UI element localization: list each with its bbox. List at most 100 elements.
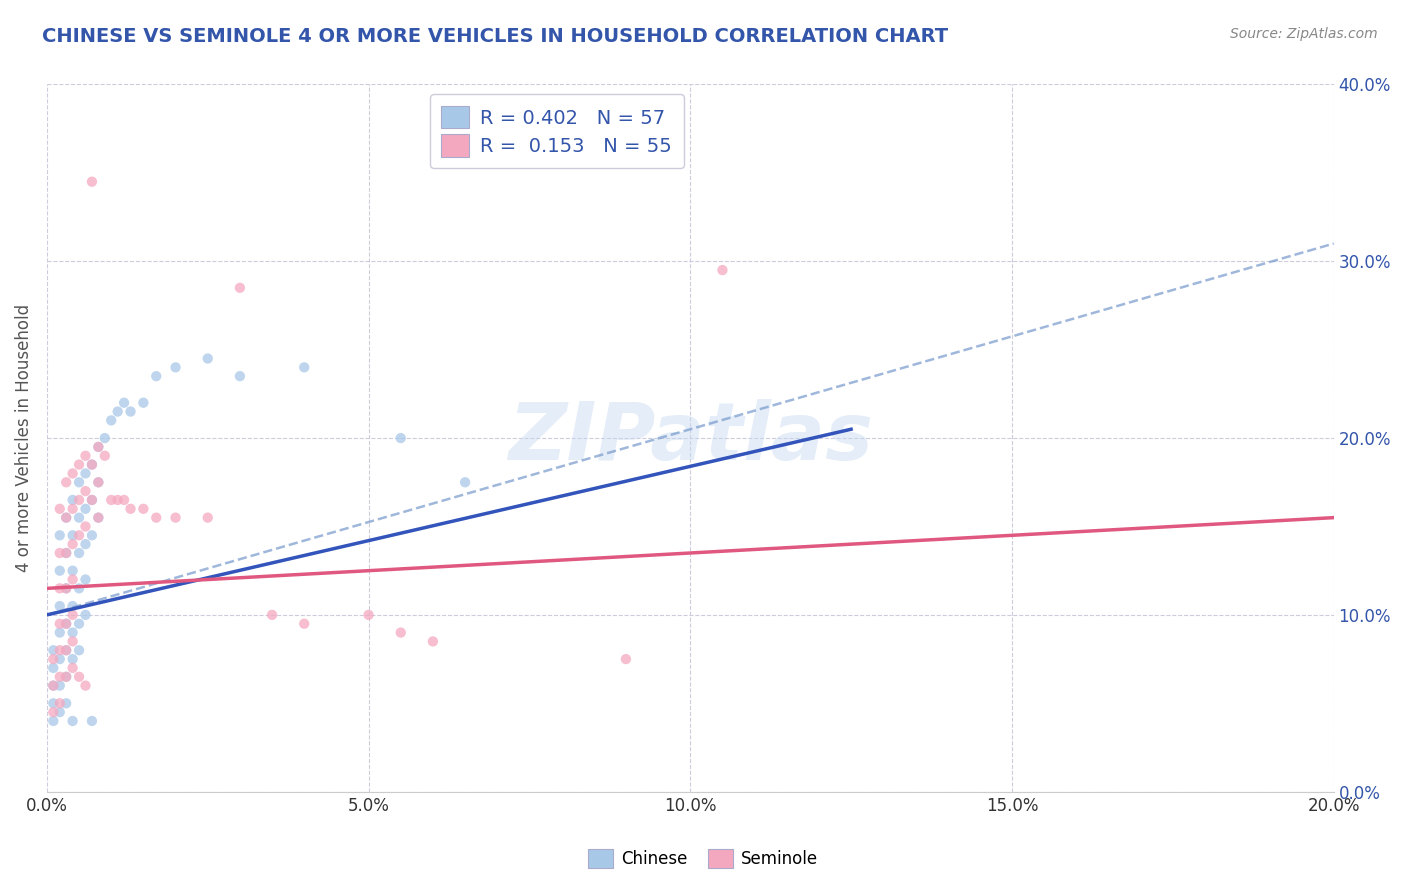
Point — [132, 395, 155, 409]
Point — [132, 501, 155, 516]
Point — [454, 475, 477, 490]
Point — [145, 510, 167, 524]
Point — [80, 458, 103, 472]
Point — [389, 625, 412, 640]
Point — [145, 369, 167, 384]
Point — [42, 643, 65, 657]
Point — [49, 546, 72, 560]
Point — [87, 440, 110, 454]
Point — [62, 625, 84, 640]
Point — [80, 528, 103, 542]
Point — [87, 475, 110, 490]
Point — [75, 484, 97, 499]
Point — [67, 458, 90, 472]
Point — [75, 467, 97, 481]
Point — [49, 705, 72, 719]
Point — [67, 643, 90, 657]
Point — [67, 582, 90, 596]
Point — [262, 607, 284, 622]
Point — [62, 599, 84, 613]
Point — [422, 634, 444, 648]
Point — [49, 679, 72, 693]
Point — [42, 679, 65, 693]
Point — [49, 652, 72, 666]
Point — [229, 369, 252, 384]
Point — [55, 643, 77, 657]
Point — [80, 714, 103, 728]
Point — [120, 501, 142, 516]
Point — [55, 643, 77, 657]
Point — [120, 404, 142, 418]
Point — [42, 652, 65, 666]
Text: Source: ZipAtlas.com: Source: ZipAtlas.com — [1230, 27, 1378, 41]
Point — [87, 475, 110, 490]
Point — [62, 714, 84, 728]
Point — [75, 679, 97, 693]
Point — [62, 501, 84, 516]
Point — [75, 537, 97, 551]
Point — [100, 413, 122, 427]
Point — [292, 360, 315, 375]
Point — [49, 625, 72, 640]
Point — [62, 661, 84, 675]
Point — [62, 492, 84, 507]
Point — [42, 661, 65, 675]
Point — [75, 519, 97, 533]
Point — [49, 501, 72, 516]
Y-axis label: 4 or more Vehicles in Household: 4 or more Vehicles in Household — [15, 304, 32, 572]
Point — [55, 546, 77, 560]
Point — [49, 582, 72, 596]
Point — [75, 449, 97, 463]
Point — [67, 475, 90, 490]
Point — [197, 510, 219, 524]
Point — [165, 360, 187, 375]
Legend: R = 0.402   N = 57, R =  0.153   N = 55: R = 0.402 N = 57, R = 0.153 N = 55 — [430, 95, 683, 169]
Legend: Chinese, Seminole: Chinese, Seminole — [581, 842, 825, 875]
Point — [80, 458, 103, 472]
Point — [62, 573, 84, 587]
Point — [62, 528, 84, 542]
Point — [67, 546, 90, 560]
Point — [55, 510, 77, 524]
Point — [49, 643, 72, 657]
Point — [62, 607, 84, 622]
Point — [165, 510, 187, 524]
Point — [62, 564, 84, 578]
Point — [94, 449, 117, 463]
Point — [55, 696, 77, 710]
Point — [229, 281, 252, 295]
Point — [389, 431, 412, 445]
Point — [197, 351, 219, 366]
Point — [67, 492, 90, 507]
Point — [42, 679, 65, 693]
Point — [49, 599, 72, 613]
Point — [67, 510, 90, 524]
Point — [112, 492, 135, 507]
Text: ZIPatlas: ZIPatlas — [508, 399, 873, 477]
Point — [55, 582, 77, 596]
Point — [55, 582, 77, 596]
Point — [87, 510, 110, 524]
Text: CHINESE VS SEMINOLE 4 OR MORE VEHICLES IN HOUSEHOLD CORRELATION CHART: CHINESE VS SEMINOLE 4 OR MORE VEHICLES I… — [42, 27, 948, 45]
Point — [55, 510, 77, 524]
Point — [55, 475, 77, 490]
Point — [75, 573, 97, 587]
Point — [49, 696, 72, 710]
Point — [49, 670, 72, 684]
Point — [87, 510, 110, 524]
Point — [107, 492, 129, 507]
Point — [62, 537, 84, 551]
Point — [62, 652, 84, 666]
Point — [55, 670, 77, 684]
Point — [62, 634, 84, 648]
Point — [112, 395, 135, 409]
Point — [49, 564, 72, 578]
Point — [62, 467, 84, 481]
Point — [67, 616, 90, 631]
Point — [55, 616, 77, 631]
Point — [75, 607, 97, 622]
Point — [55, 616, 77, 631]
Point — [67, 528, 90, 542]
Point — [55, 546, 77, 560]
Point — [49, 528, 72, 542]
